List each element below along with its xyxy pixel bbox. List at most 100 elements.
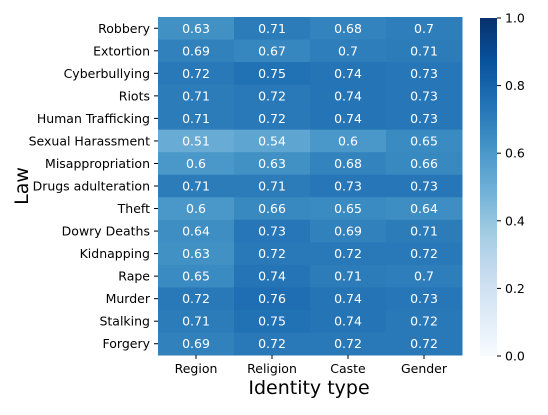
y-tick-label: Theft xyxy=(117,201,150,216)
heatmap-cell-value: 0.65 xyxy=(334,201,362,216)
heatmap-cell xyxy=(386,62,463,86)
heatmap-cell xyxy=(158,17,235,41)
heatmap-cell-value: 0.68 xyxy=(334,21,362,36)
heatmap-cell xyxy=(234,197,311,221)
colorbar-tick-label: 0.8 xyxy=(505,78,525,93)
heatmap-cell-value: 0.6 xyxy=(186,201,206,216)
y-tick-label: Extortion xyxy=(93,43,150,58)
heatmap-cell xyxy=(310,287,387,311)
y-tick-label: Riots xyxy=(119,88,150,103)
y-tick-label: Robbery xyxy=(98,21,150,36)
y-tick-label: Drugs adulteration xyxy=(33,179,150,194)
colorbar-tick-label: 0.4 xyxy=(505,213,525,228)
heatmap-cell xyxy=(386,39,463,63)
heatmap-cell-value: 0.71 xyxy=(182,179,210,194)
heatmap-cell-value: 0.63 xyxy=(182,21,210,36)
heatmap-cell-value: 0.72 xyxy=(410,246,438,261)
heatmap-cell-value: 0.74 xyxy=(334,66,362,81)
heatmap-cell-value: 0.73 xyxy=(410,179,438,194)
heatmap-cell-value: 0.72 xyxy=(410,314,438,329)
heatmap-cell-value: 0.73 xyxy=(410,291,438,306)
y-tick-label: Murder xyxy=(106,291,151,306)
heatmap-cell-value: 0.7 xyxy=(414,269,434,284)
heatmap-cell-value: 0.72 xyxy=(258,88,286,103)
x-tick-label: Caste xyxy=(330,361,366,376)
heatmap-cell xyxy=(234,152,311,176)
heatmap-cell xyxy=(386,197,463,221)
heatmap-cell-value: 0.72 xyxy=(258,336,286,351)
heatmap-cell xyxy=(234,287,311,311)
colorbar-tick-label: 0.2 xyxy=(505,281,525,296)
heatmap-cell xyxy=(234,84,311,108)
heatmap-cell xyxy=(386,309,463,333)
heatmap-cell xyxy=(310,62,387,86)
heatmap-cell xyxy=(310,332,387,356)
heatmap-cell xyxy=(234,129,311,153)
heatmap-cell-value: 0.74 xyxy=(334,88,362,103)
heatmap-cell-value: 0.69 xyxy=(334,224,362,239)
heatmap-cell xyxy=(234,332,311,356)
heatmap-cell xyxy=(310,129,387,153)
heatmap-cell-value: 0.68 xyxy=(334,156,362,171)
x-tick-label: Gender xyxy=(401,361,448,376)
heatmap-cell xyxy=(158,219,235,243)
x-tick-label: Religion xyxy=(247,361,297,376)
heatmap-cell xyxy=(310,242,387,266)
heatmap-cell xyxy=(158,62,235,86)
heatmap-cell xyxy=(158,84,235,108)
heatmap-cell xyxy=(158,242,235,266)
heatmap-cell xyxy=(158,129,235,153)
y-tick-label: Rape xyxy=(118,269,150,284)
heatmap-cell xyxy=(386,242,463,266)
heatmap-cell-value: 0.63 xyxy=(258,156,286,171)
heatmap-cell xyxy=(386,84,463,108)
heatmap-cell-value: 0.71 xyxy=(334,269,362,284)
y-axis-ticks: Robbery Extortion Cyberbullying Riots Human … xyxy=(29,21,158,351)
heatmap-cell xyxy=(158,197,235,221)
y-tick-label: Sexual Harassment xyxy=(29,133,151,148)
heatmap-cell xyxy=(158,332,235,356)
heatmap-cell-value: 0.71 xyxy=(258,179,286,194)
heatmap-cell-value: 0.75 xyxy=(258,66,286,81)
y-axis-label: Law xyxy=(11,167,33,205)
heatmap-cell-value: 0.75 xyxy=(258,314,286,329)
heatmap-cell-value: 0.66 xyxy=(410,156,438,171)
heatmap-cell xyxy=(386,129,463,153)
heatmap-cell-value: 0.51 xyxy=(182,133,210,148)
y-tick-label: Stalking xyxy=(99,314,150,329)
heatmap-cell-value: 0.7 xyxy=(338,43,358,58)
heatmap-cell xyxy=(310,152,387,176)
heatmap-cell-value: 0.54 xyxy=(258,133,286,148)
heatmap-cell xyxy=(310,174,387,198)
heatmap-cell xyxy=(234,39,311,63)
heatmap-cell-value: 0.72 xyxy=(410,336,438,351)
x-axis-label: Identity type xyxy=(248,377,369,399)
heatmap-cell-value: 0.74 xyxy=(334,314,362,329)
y-tick-label: Forgery xyxy=(103,336,151,351)
heatmap-cell xyxy=(310,219,387,243)
heatmap-cell-value: 0.64 xyxy=(182,224,210,239)
heatmap-cell xyxy=(310,197,387,221)
colorbar: 0.0 0.2 0.4 0.6 0.8 1.0 xyxy=(480,11,525,364)
heatmap-cell xyxy=(386,174,463,198)
heatmap-cell xyxy=(234,264,311,288)
heatmap-cell xyxy=(158,264,235,288)
heatmap-cell xyxy=(386,287,463,311)
heatmap-cell-value: 0.73 xyxy=(258,224,286,239)
heatmap-cell-value: 0.73 xyxy=(410,88,438,103)
colorbar-tick-label: 1.0 xyxy=(505,11,525,26)
heatmap-cell-value: 0.72 xyxy=(258,111,286,126)
heatmap-cell-value: 0.76 xyxy=(258,291,286,306)
y-tick-label: Kidnapping xyxy=(80,246,150,261)
colorbar-tick-label: 0.6 xyxy=(505,146,525,161)
heatmap-cell-value: 0.71 xyxy=(182,88,210,103)
heatmap-cell xyxy=(310,309,387,333)
colorbar-gradient xyxy=(480,18,497,356)
heatmap-cell-value: 0.63 xyxy=(182,246,210,261)
heatmap-cell xyxy=(158,152,235,176)
heatmap-cells xyxy=(158,17,463,356)
heatmap-cell-value: 0.72 xyxy=(334,336,362,351)
heatmap-cell-value: 0.71 xyxy=(258,21,286,36)
heatmap-cell xyxy=(234,174,311,198)
